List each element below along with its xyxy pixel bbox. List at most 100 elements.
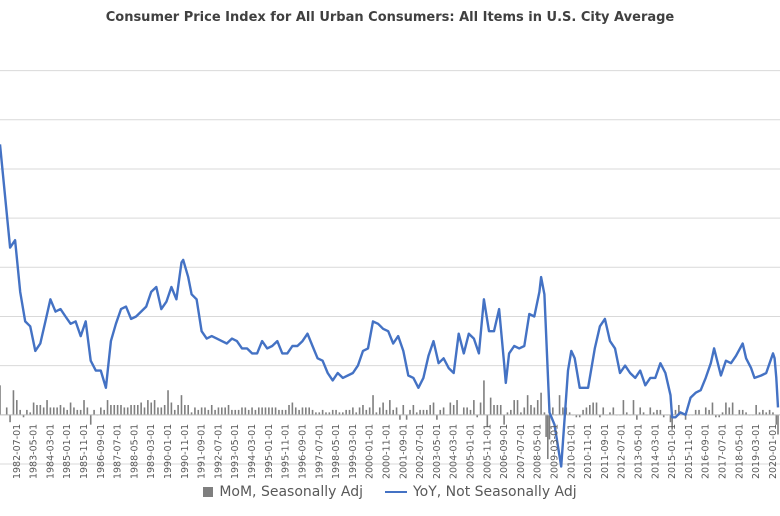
x-tick-label: 1993-05-01 bbox=[230, 424, 241, 479]
mom-bar bbox=[476, 414, 479, 418]
mom-bar bbox=[140, 402, 142, 415]
mom-bars bbox=[0, 380, 779, 460]
mom-bar bbox=[93, 409, 95, 415]
mom-bar bbox=[506, 412, 509, 415]
x-tick-label: 2017-07-01 bbox=[718, 424, 729, 479]
mom-bar bbox=[167, 390, 169, 415]
mom-bar bbox=[704, 407, 707, 415]
mom-bar bbox=[100, 407, 102, 415]
mom-bar bbox=[533, 407, 536, 415]
mom-bar bbox=[530, 404, 532, 415]
x-tick-label: 1988-05-01 bbox=[129, 424, 140, 479]
mom-bar bbox=[325, 412, 327, 415]
mom-bar bbox=[247, 409, 250, 415]
mom-bar bbox=[26, 409, 28, 415]
x-tick-label: 1985-01-01 bbox=[62, 424, 73, 479]
mom-bar bbox=[419, 409, 421, 415]
mom-bar bbox=[318, 412, 321, 415]
mom-bar bbox=[412, 404, 415, 415]
mom-bar bbox=[625, 412, 628, 415]
mom-bar bbox=[207, 409, 210, 415]
mom-bar bbox=[738, 409, 741, 415]
x-tick-label: 2002-07-01 bbox=[415, 424, 426, 479]
mom-bar bbox=[642, 412, 645, 415]
mom-bar bbox=[110, 404, 112, 415]
mom-bar bbox=[345, 409, 347, 415]
mom-bar bbox=[180, 395, 183, 415]
x-tick-label: 2015-01-01 bbox=[667, 424, 678, 479]
mom-bar bbox=[694, 409, 697, 415]
mom-bar bbox=[315, 412, 317, 415]
mom-bar bbox=[473, 400, 475, 415]
legend-item-mom: MoM, Seasonally Adj bbox=[203, 484, 363, 500]
mom-bar bbox=[217, 407, 220, 415]
mom-bar bbox=[439, 409, 442, 415]
mom-bar bbox=[405, 414, 408, 420]
legend-swatch-line bbox=[384, 491, 407, 493]
mom-bar bbox=[674, 409, 677, 415]
mom-bar bbox=[585, 407, 588, 415]
x-tick-labels: 1982-07-01 1983-05-01 1984-03-01 1985-01-01… bbox=[12, 424, 779, 479]
mom-bar bbox=[362, 404, 364, 415]
mom-bar bbox=[143, 407, 146, 415]
mom-bar bbox=[177, 404, 179, 415]
mom-bar bbox=[261, 407, 263, 415]
mom-bar bbox=[516, 400, 519, 415]
mom-bar bbox=[86, 407, 89, 415]
x-tick-label: 1990-01-01 bbox=[163, 424, 174, 479]
mom-bar bbox=[32, 402, 35, 415]
mom-bar bbox=[157, 407, 159, 415]
mom-bar bbox=[163, 404, 166, 415]
mom-bar bbox=[170, 402, 173, 415]
mom-bar bbox=[9, 414, 11, 423]
mom-bar bbox=[66, 409, 69, 415]
mom-bar bbox=[231, 409, 233, 415]
mom-bar bbox=[768, 409, 771, 415]
mom-bar bbox=[395, 407, 398, 415]
mom-bar bbox=[503, 414, 505, 425]
mom-bar bbox=[402, 404, 405, 415]
mom-bar bbox=[456, 400, 458, 415]
x-tick-label: 2010-01-01 bbox=[566, 424, 577, 479]
mom-bar bbox=[389, 400, 391, 415]
mom-bar bbox=[264, 407, 267, 415]
mom-bar bbox=[244, 407, 247, 415]
mom-bar bbox=[173, 409, 176, 415]
mom-bar bbox=[200, 407, 203, 415]
mom-bar bbox=[636, 414, 638, 420]
x-tick-label: 2005-11-01 bbox=[482, 424, 493, 479]
mom-bar bbox=[462, 407, 465, 415]
mom-bar bbox=[622, 400, 625, 415]
x-tick-label: 2015-11-01 bbox=[684, 424, 695, 479]
mom-bar bbox=[483, 380, 485, 415]
mom-bar bbox=[298, 409, 300, 415]
mom-bar bbox=[415, 412, 418, 415]
x-tick-label: 2012-07-01 bbox=[617, 424, 628, 479]
x-tick-label: 1992-07-01 bbox=[213, 424, 224, 479]
mom-bar bbox=[281, 409, 284, 415]
mom-bar bbox=[762, 409, 764, 415]
mom-bar bbox=[224, 407, 226, 415]
mom-bar bbox=[745, 412, 747, 415]
x-tick-label: 2008-05-01 bbox=[533, 424, 544, 479]
x-tick-label: 2020-01-01 bbox=[768, 424, 779, 479]
mom-bar bbox=[49, 407, 52, 415]
x-tick-label: 2007-07-01 bbox=[516, 424, 527, 479]
mom-bar bbox=[429, 404, 431, 415]
mom-bar bbox=[382, 402, 384, 415]
mom-bar bbox=[301, 407, 304, 415]
mom-bar bbox=[59, 404, 62, 415]
mom-bar bbox=[214, 409, 216, 415]
x-tick-label: 1999-03-01 bbox=[348, 424, 359, 479]
mom-bar bbox=[328, 412, 331, 415]
mom-bar bbox=[775, 414, 778, 425]
mom-bar bbox=[147, 400, 149, 415]
mom-bar bbox=[241, 407, 243, 415]
mom-bar bbox=[89, 414, 92, 425]
mom-bar bbox=[184, 404, 186, 415]
mom-bar bbox=[562, 407, 564, 415]
x-tick-label: 1997-07-01 bbox=[314, 424, 325, 479]
x-tick-label: 2019-03-01 bbox=[751, 424, 762, 479]
x-tick-label: 2001-09-01 bbox=[398, 424, 409, 479]
